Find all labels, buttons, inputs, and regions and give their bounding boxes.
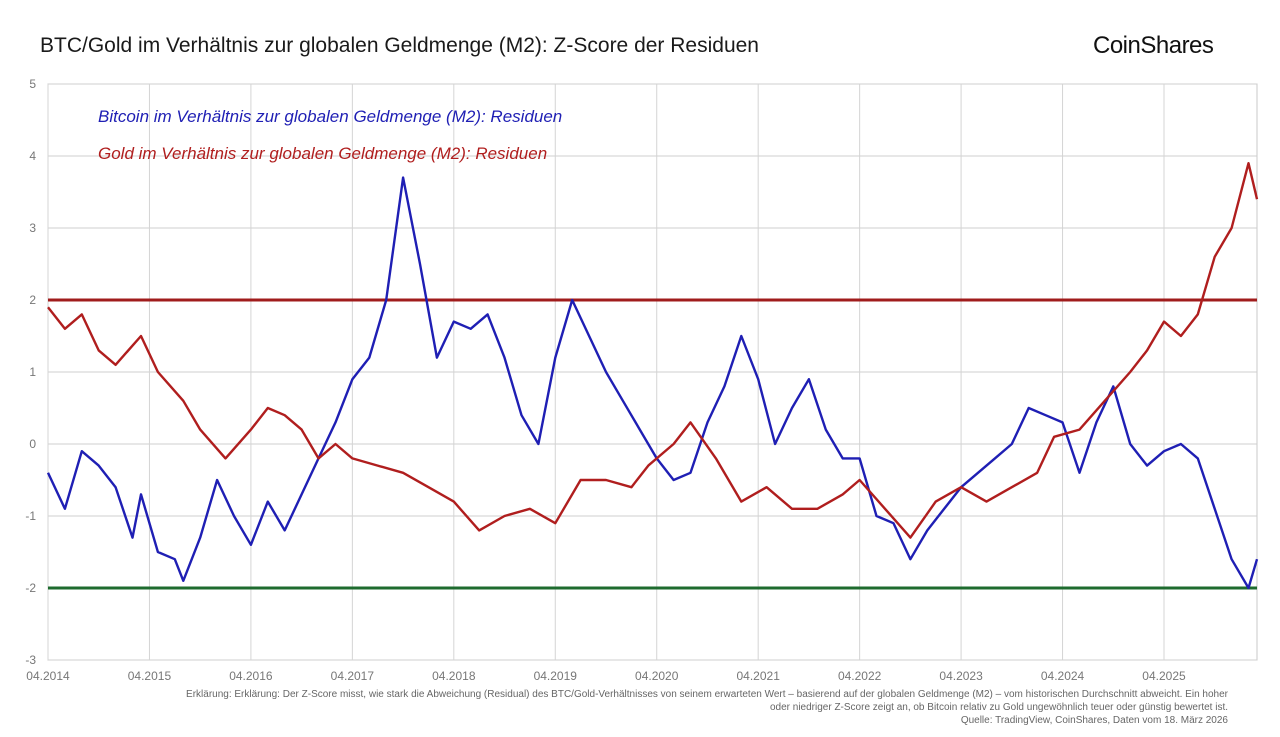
footnote-explanation-line-2: oder niedriger Z-Score zeigt an, ob Bitc… <box>769 702 1228 713</box>
y-tick-label: 5 <box>29 77 36 91</box>
x-tick-label: 04.2025 <box>1142 669 1186 683</box>
footnote-source: Quelle: TradingView, CoinShares, Daten v… <box>960 715 1228 726</box>
y-tick-label: -2 <box>25 581 36 595</box>
x-tick-label: 04.2022 <box>838 669 882 683</box>
chart-footnote: Erklärung: Erklärung: Der Z-Score misst,… <box>48 688 1228 727</box>
coinshares-logo: CoinShares <box>1093 32 1214 59</box>
x-tick-label: 04.2017 <box>331 669 375 683</box>
y-tick-label: -3 <box>25 653 36 667</box>
x-tick-label: 04.2015 <box>128 669 172 683</box>
x-tick-label: 04.2024 <box>1041 669 1085 683</box>
y-tick-label: 2 <box>29 293 36 307</box>
footnote-explanation-line-1: Erklärung: Erklärung: Der Z-Score misst,… <box>186 689 1228 700</box>
y-tick-label: 3 <box>29 221 36 235</box>
x-tick-label: 04.2019 <box>534 669 578 683</box>
x-tick-label: 04.2016 <box>229 669 273 683</box>
y-tick-label: 0 <box>29 437 36 451</box>
legend-label-bitcoin: Bitcoin im Verhältnis zur globalen Geldm… <box>98 107 562 126</box>
x-tick-label: 04.2023 <box>939 669 983 683</box>
legend-label-gold: Gold im Verhältnis zur globalen Geldmeng… <box>98 144 547 163</box>
bitcoin-residuals-line <box>46 176 1259 590</box>
x-tick-label: 04.2018 <box>432 669 476 683</box>
chart-title: BTC/Gold im Verhältnis zur globalen Geld… <box>40 34 759 57</box>
x-tick-label: 04.2021 <box>736 669 780 683</box>
y-tick-label: -1 <box>25 509 36 523</box>
x-tick-label: 04.2020 <box>635 669 679 683</box>
gold-residuals-line <box>47 162 1259 539</box>
y-tick-label: 4 <box>29 149 36 163</box>
y-tick-label: 1 <box>29 365 36 379</box>
x-tick-label: 04.2014 <box>26 669 70 683</box>
